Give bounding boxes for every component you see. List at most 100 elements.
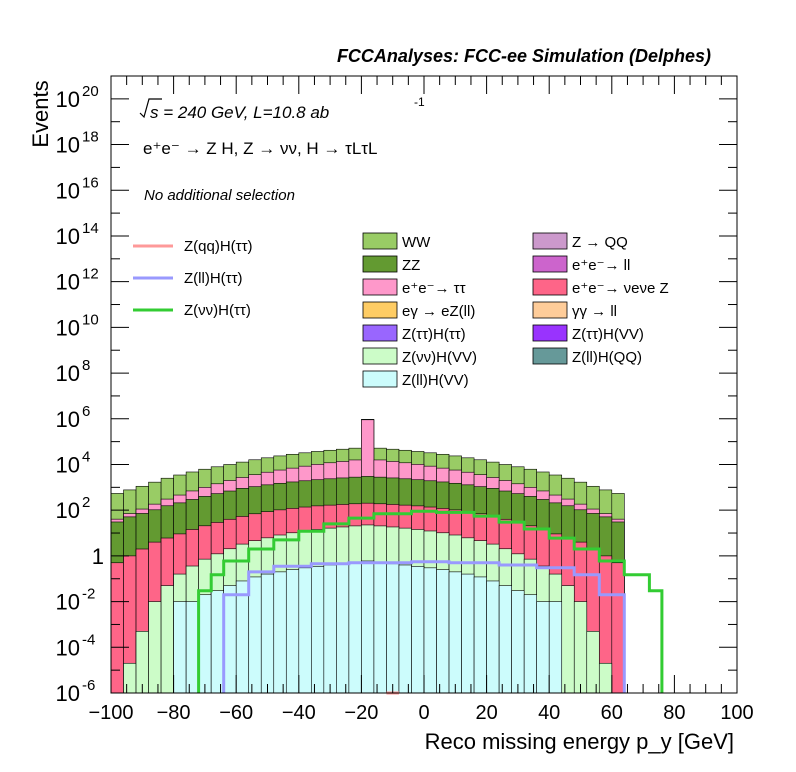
legend-bkg-label: Z(ττ)H(VV)	[572, 326, 644, 343]
signal-line-2	[197, 509, 664, 693]
bar-z-h-vv--37	[573, 601, 588, 694]
legend-bkg-swatch	[362, 324, 398, 342]
legend-bkg-swatch	[532, 324, 568, 342]
legend-bkg-label: e⁺e⁻→ ττ	[402, 280, 466, 297]
bar-z-h-vv--1	[123, 662, 137, 694]
bar-z-ll-h-vv--28	[461, 573, 475, 694]
x-tick-label: 80	[663, 702, 685, 724]
legend-bkg-label: ZZ	[402, 257, 420, 274]
y-tick-label: 10	[56, 224, 80, 249]
y-tick-exponent: -6	[82, 677, 95, 694]
legend-bkg-label: eγ → eZ(ll)	[402, 303, 475, 320]
legend-bkg-swatch	[362, 278, 398, 296]
legend-bkg-swatch	[362, 301, 398, 319]
legend-bkg-swatch	[532, 278, 568, 296]
bar-z-ll-h-vv--18	[336, 563, 350, 694]
y-tick-label: 10	[56, 407, 80, 432]
x-tick-label: 0	[418, 702, 429, 724]
y-tick-label: 1	[92, 544, 104, 569]
bar-z-ll-h-vv--34	[536, 601, 550, 694]
bar-z-ll-h-vv--6	[185, 601, 199, 694]
y-tick-exponent: -4	[82, 631, 95, 648]
annotation-energy: s = 240 GeV, L=10.8 ab -1	[139, 95, 425, 122]
y-tick-label: 10	[56, 315, 80, 340]
bar-z-ll-h-vv--22	[386, 563, 400, 694]
bar-z-ll-h-vv--8	[210, 590, 224, 694]
bar-z-ll-h-vv--15	[298, 567, 312, 694]
y-tick-exponent: 6	[82, 403, 90, 420]
legend-bkg-label: Z(ττ)H(ττ)	[402, 326, 466, 343]
legend-bkg-label: Z(νν)H(VV)	[402, 349, 477, 366]
legend-backgrounds: WW Z → QQ ZZ e⁺e⁻→ ll e⁺e⁻→ ττ e⁺e⁻→ νeνe Z eγ…	[362, 232, 669, 389]
figure-title: FCCAnalyses: FCC-ee Simulation (Delphes)	[337, 46, 711, 66]
bar-z-ll-h-vv--13	[273, 571, 287, 694]
x-axis-label: Reco missing energy p_y [GeV]	[425, 729, 734, 754]
y-tick-exponent: -2	[82, 586, 95, 603]
y-tick-exponent: 8	[82, 357, 90, 374]
y-tick-exponent: 2	[82, 494, 90, 511]
annotation-selection: No additional selection	[144, 187, 295, 204]
y-tick-label: 10	[56, 270, 80, 295]
legend-bkg-swatch	[362, 347, 398, 365]
bar-z-ll-h-vv--25	[423, 567, 437, 694]
legend-bkg-swatch	[532, 255, 568, 273]
x-tick-label: −20	[344, 702, 378, 724]
bar-e-e-e-e-z-40	[611, 562, 625, 694]
legend-signals: Z(qq)H(ττ) Z(ll)H(ττ) Z(νν)H(ττ)	[133, 238, 253, 319]
x-tick-label: −80	[157, 702, 191, 724]
legend-bkg-label: Z(ll)H(QQ)	[572, 349, 642, 366]
y-tick-exponent: 20	[82, 83, 99, 100]
y-tick-label: 10	[56, 87, 80, 112]
bar-z-ll-h-vv--27	[448, 571, 462, 694]
bar-z-ll-h-vv--16	[311, 566, 325, 694]
x-tick-label: 60	[601, 702, 623, 724]
annotation-energy-text: s = 240 GeV, L=10.8 ab	[150, 103, 329, 122]
x-tick-label: 40	[538, 702, 560, 724]
bar-z-ll-h-vv--12	[260, 573, 275, 694]
x-tick-label: 100	[720, 702, 753, 724]
bar-z-ll-h-vv--20	[361, 560, 375, 694]
stacked-histogram-bars	[110, 419, 625, 694]
legend-bkg-swatch	[362, 232, 398, 250]
legend-bkg-swatch	[532, 232, 568, 250]
x-tick-label: 20	[475, 702, 497, 724]
bar-z-h-vv--36	[561, 585, 575, 694]
bar-z-ll-h-vv--14	[285, 569, 300, 694]
bar-z-ll-h-vv--23	[398, 564, 412, 694]
bar-z-ll-h-vv--7	[198, 594, 212, 694]
y-tick-label: 10	[56, 452, 80, 477]
y-tick-label: 10	[56, 681, 80, 706]
bar-z-ll-h-vv--24	[411, 566, 425, 694]
legend-bkg-label: WW	[402, 234, 431, 251]
bar-z-ll-h-vv--26	[436, 569, 450, 694]
y-axis-label: Events	[28, 80, 53, 147]
y-tick-exponent: 4	[82, 448, 90, 465]
bar-e-e-e-e-z-0	[110, 562, 124, 694]
bar-z-ll-h-vv--9	[223, 585, 237, 694]
y-tick-exponent: 14	[82, 220, 99, 237]
x-tick-label: −60	[219, 702, 253, 724]
y-tick-exponent: 12	[82, 266, 99, 283]
bar-z-ll-h-vv--17	[323, 564, 337, 694]
bar-z-ll-h-vv--10	[235, 580, 250, 694]
y-tick-label: 10	[56, 133, 80, 158]
bar-z-h-vv--38	[586, 631, 600, 694]
bar-z-ll-h-vv--31	[498, 585, 512, 694]
y-tick-exponent: 18	[82, 129, 99, 146]
y-tick-label: 10	[56, 590, 80, 615]
x-axis: −100 −80 −60 −40 −20 0 20 40 60 80 100	[88, 76, 754, 724]
y-tick-label: 10	[56, 635, 80, 660]
y-tick-exponent: 10	[82, 311, 99, 328]
legend-bkg-swatch	[532, 301, 568, 319]
x-tick-label: −40	[282, 702, 316, 724]
bar-z-ll-h-vv--21	[373, 562, 387, 694]
y-tick-label: 10	[56, 178, 80, 203]
bar-z-h-vv--3	[148, 601, 162, 694]
annotation-lumi-exponent: -1	[414, 95, 425, 109]
y-tick-label: 10	[56, 498, 80, 523]
x-tick-label: −100	[88, 702, 133, 724]
annotation-process: e⁺e⁻ → Z H, Z → νν, H → τLτL	[143, 139, 377, 158]
bar-z-ll-h-vv--32	[511, 590, 525, 694]
